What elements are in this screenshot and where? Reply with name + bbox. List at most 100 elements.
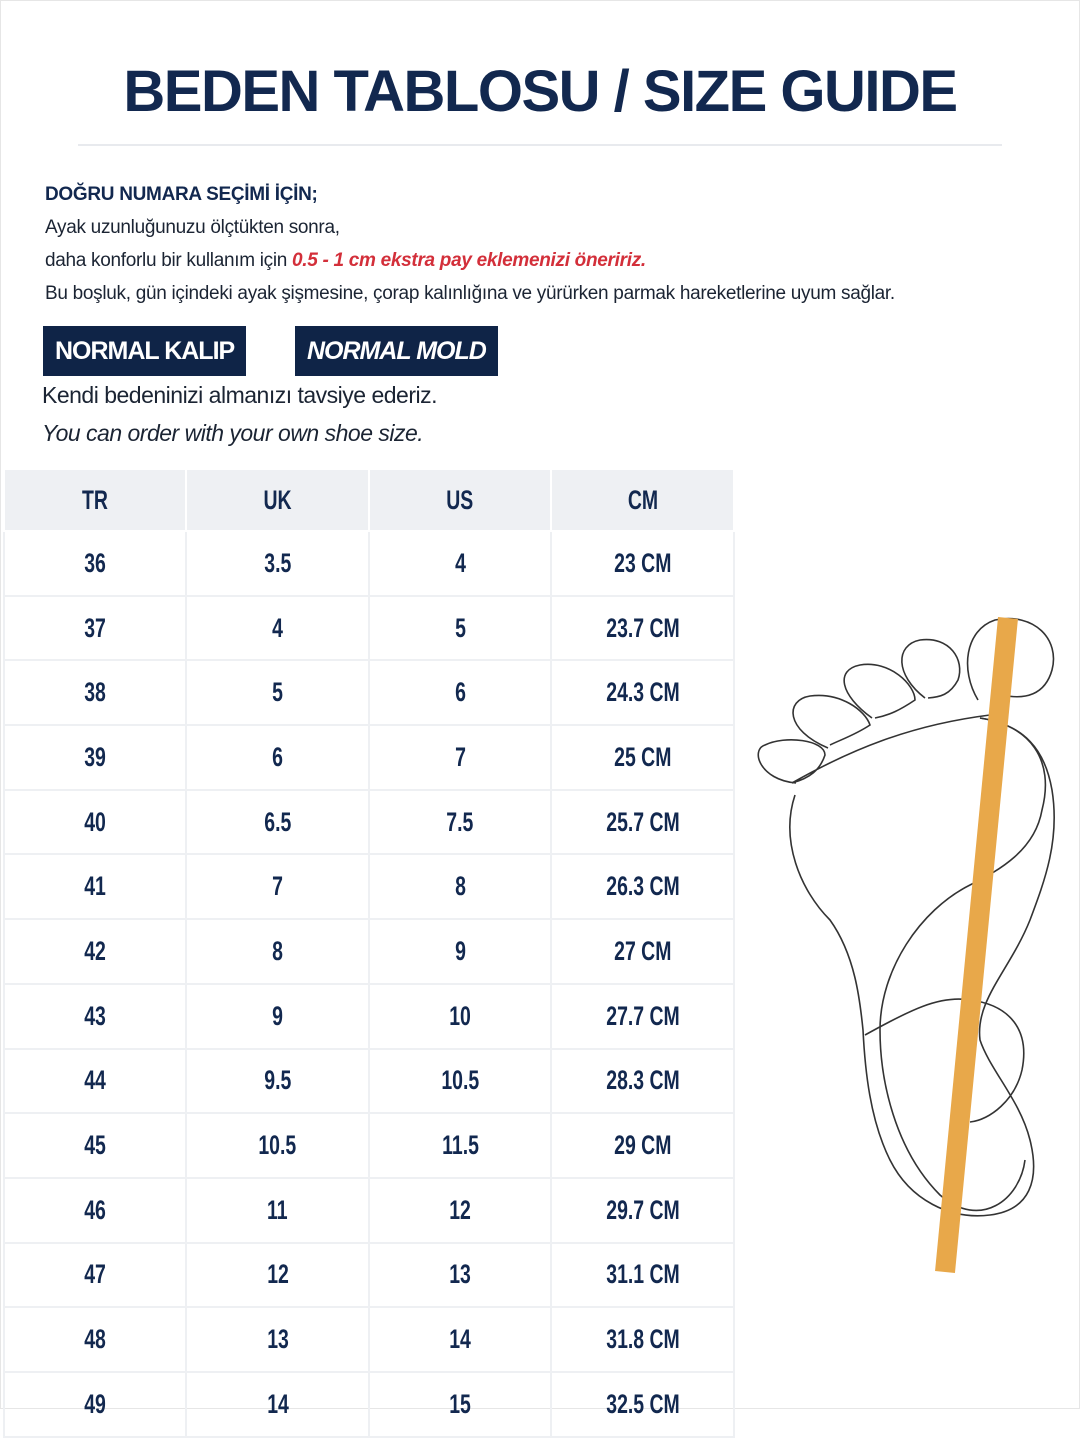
table-row: 47 12 13 31.1 CM [2,1241,735,1309]
table-row: 44 9.5 10.5 28.3 CM [2,1047,735,1115]
table-cell: 9 [185,982,370,1050]
cell-value: 25 CM [614,741,672,772]
cell-value: 47 [84,1259,106,1290]
size-table: TR UK US CM 36 3.5 4 23 CM 37 4 5 23.7 CM 38 5 6 24.3 … [2,468,735,1438]
table-cell: 47 [2,1241,188,1309]
cell-value: 15 [449,1388,471,1419]
instructions-line-2: daha konforlu bir kullanım için 0.5 - 1 … [45,244,895,277]
cell-value: 31.8 CM [605,1324,680,1355]
table-cell: 27 CM [550,918,735,985]
table-row: 48 13 14 31.8 CM [2,1306,735,1373]
cell-value: 40 [84,806,106,837]
header-label: US [446,484,474,515]
cell-value: 29 CM [614,1130,672,1161]
table-row: 45 10.5 11.5 29 CM [2,1112,735,1179]
table-row: 38 5 6 24.3 CM [2,659,735,727]
column-header-cm: CM [550,468,735,532]
cell-value: 8 [272,935,283,966]
table-row: 46 11 12 29.7 CM [2,1176,735,1244]
table-cell: 38 [2,659,188,727]
table-cell: 29.7 CM [550,1176,735,1244]
table-row: 37 4 5 23.7 CM [2,594,735,662]
cell-value: 43 [84,1000,106,1031]
table-cell: 36 [2,530,188,597]
cell-value: 7 [454,741,466,772]
table-cell: 4 [367,530,553,597]
table-cell: 11.5 [367,1112,553,1179]
table-cell: 4 [185,594,370,662]
header-label: CM [627,484,658,515]
table-cell: 7 [185,853,370,921]
table-cell: 7.5 [367,788,553,856]
table-cell: 29 CM [550,1112,735,1179]
cell-value: 10 [449,1000,471,1031]
table-cell: 6 [367,659,553,727]
instructions-line-1: Ayak uzunluğunuzu ölçtükten sonra, [45,217,340,238]
table-cell: 26.3 CM [550,853,735,921]
cell-value: 42 [84,935,106,966]
foot-outline [757,617,1055,1217]
table-cell: 44 [2,1047,188,1115]
cell-value: 9 [454,935,466,966]
cell-value: 27 CM [614,935,672,966]
table-cell: 6 [185,724,370,791]
table-cell: 46 [2,1176,188,1244]
table-cell: 48 [2,1306,188,1373]
cell-value: 39 [84,741,106,772]
cell-value: 7.5 [446,806,474,837]
cell-value: 5 [272,677,283,708]
cell-value: 6.5 [264,806,292,837]
cell-value: 9 [272,1000,283,1031]
table-cell: 10.5 [185,1112,370,1179]
table-cell: 13 [367,1241,553,1309]
table-cell: 24.3 CM [550,659,735,727]
header-label: TR [82,484,109,515]
cell-value: 10.5 [258,1130,297,1161]
column-header-us: US [367,468,553,532]
recommendation-en: You can order with your own shoe size. [42,420,424,446]
table-cell: 7 [367,724,553,791]
cell-value: 38 [84,677,106,708]
table-cell: 9 [367,918,553,985]
table-row: 41 7 8 26.3 CM [2,853,735,921]
cell-value: 4 [272,612,283,643]
table-cell: 8 [367,853,553,921]
sizing-instructions: DOĞRU NUMARA SEÇİMİ İÇİN; Ayak uzunluğun… [45,178,895,310]
cell-value: 49 [84,1388,106,1419]
table-cell: 12 [185,1241,370,1309]
table-cell: 42 [2,918,188,985]
cell-value: 5 [454,612,466,643]
divider [78,144,1002,146]
cell-value: 14 [449,1324,471,1355]
cell-value: 29.7 CM [605,1194,680,1225]
cell-value: 23.7 CM [605,612,680,643]
cell-value: 9.5 [264,1065,292,1096]
column-header-uk: UK [185,468,370,532]
table-cell: 5 [367,594,553,662]
table-cell: 5 [185,659,370,727]
cell-value: 26.3 CM [605,871,680,902]
table-cell: 37 [2,594,188,662]
table-row: 43 9 10 27.7 CM [2,982,735,1050]
cell-value: 32.5 CM [605,1388,680,1419]
table-row: 40 6.5 7.5 25.7 CM [2,788,735,856]
instructions-line-2-text: daha konforlu bir kullanım için [45,250,293,271]
table-cell: 15 [367,1370,553,1438]
table-cell: 11 [185,1176,370,1244]
cell-value: 31.1 CM [605,1259,680,1290]
cell-value: 14 [266,1388,289,1419]
table-cell: 45 [2,1112,188,1179]
table-cell: 49 [2,1370,188,1438]
column-header-tr: TR [2,468,188,532]
cell-value: 8 [454,871,466,902]
table-cell: 28.3 CM [550,1047,735,1115]
cell-value: 46 [84,1194,106,1225]
table-row: 42 8 9 27 CM [2,918,735,985]
cell-value: 44 [84,1065,106,1096]
table-cell: 10.5 [367,1047,553,1115]
table-cell: 14 [367,1306,553,1373]
table-cell: 6.5 [185,788,370,856]
table-cell: 3.5 [185,530,370,597]
cell-value: 28.3 CM [605,1065,680,1096]
table-cell: 27.7 CM [550,982,735,1050]
